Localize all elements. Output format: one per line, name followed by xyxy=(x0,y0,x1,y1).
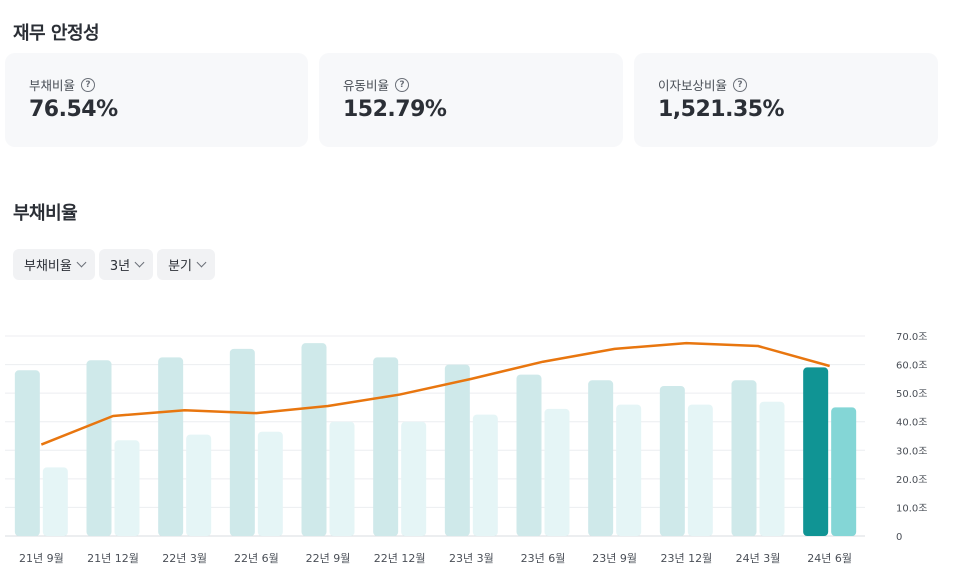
bar-series-2 xyxy=(616,404,642,536)
help-icon[interactable]: ? xyxy=(395,77,410,92)
x-tick-label: 23년 9월 xyxy=(592,552,637,565)
card-value: 152.79% xyxy=(343,97,447,122)
bar-series-1 xyxy=(301,343,327,536)
x-tick-label: 23년 12월 xyxy=(660,552,712,565)
card-value: 1,521.35% xyxy=(658,97,785,122)
help-icon[interactable]: ? xyxy=(733,77,748,92)
card-label-row: 유동비율 ? xyxy=(343,75,410,94)
bar-series-1 xyxy=(659,386,685,536)
line-series-3 xyxy=(40,341,831,446)
period-dropdown-label: 3년 xyxy=(109,259,131,274)
card-label: 유동비율 xyxy=(343,78,390,93)
bar-series-2 xyxy=(401,421,427,536)
card-label-row: 이자보상비율 ? xyxy=(658,75,748,94)
debt-ratio-chart: 0 10.0조 20.0조 30.0조 40.0조 50.0조 60.0조 70.0조 21년 … xyxy=(5,332,927,565)
period-dropdown[interactable]: 3년 xyxy=(98,249,154,280)
bar-series-2 xyxy=(42,467,68,536)
bar-series-2 xyxy=(831,407,857,536)
card-label: 이자보상비율 xyxy=(658,78,728,93)
x-tick-label: 23년 6월 xyxy=(521,552,566,565)
bar-series-1 xyxy=(86,360,112,536)
help-icon[interactable]: ? xyxy=(81,77,96,92)
x-tick-label: 24년 6월 xyxy=(807,552,852,565)
chevron-down-icon xyxy=(134,257,145,268)
y-tick-label: 0 xyxy=(896,532,902,543)
y-tick-label: 20.0조 xyxy=(896,475,927,486)
y-tick-label: 60.0조 xyxy=(896,361,927,372)
bar-series-1 xyxy=(731,380,757,536)
card-debt-ratio: 부채비율 ? 76.54% xyxy=(5,53,308,147)
x-tick-label: 22년 6월 xyxy=(234,552,279,565)
y-tick-label: 50.0조 xyxy=(896,389,927,400)
x-tick-label: 24년 3월 xyxy=(736,552,781,565)
y-tick-label: 30.0조 xyxy=(896,446,927,457)
x-tick-label: 22년 3월 xyxy=(162,552,207,565)
y-tick-label: 10.0조 xyxy=(896,503,927,514)
bar-series-2 xyxy=(544,408,570,536)
section-title-debt-ratio: 부채비율 xyxy=(13,203,78,224)
interval-dropdown-label: 분기 xyxy=(168,259,192,274)
bar-series-1 xyxy=(14,370,40,536)
card-label: 부채비율 xyxy=(29,78,76,93)
chevron-down-icon xyxy=(76,257,87,268)
x-tick-label: 22년 9월 xyxy=(306,552,351,565)
filter-bar: 부채비율 3년 분기 xyxy=(13,249,215,280)
x-tick-label: 22년 12월 xyxy=(374,552,426,565)
card-label-row: 부채비율 ? xyxy=(29,75,96,94)
interval-dropdown[interactable]: 분기 xyxy=(157,249,215,280)
bar-series-2 xyxy=(759,401,785,536)
bar-series-2 xyxy=(114,440,140,536)
x-tick-label: 21년 9월 xyxy=(19,552,64,565)
bar-series-1 xyxy=(229,348,255,536)
card-value: 76.54% xyxy=(29,97,118,122)
bar-series-1 xyxy=(516,374,542,536)
bar-series-1 xyxy=(373,357,399,536)
bar-series-1 xyxy=(158,357,184,536)
bar-series-2 xyxy=(329,421,355,536)
y-tick-label: 70.0조 xyxy=(896,332,927,343)
bar-series-2 xyxy=(687,404,713,536)
metric-dropdown-label: 부채비율 xyxy=(24,259,72,274)
bar-series-2 xyxy=(257,431,283,536)
bar-series-2 xyxy=(186,434,212,536)
metric-dropdown[interactable]: 부채비율 xyxy=(13,249,95,280)
card-interest-coverage-ratio: 이자보상비율 ? 1,521.35% xyxy=(634,53,938,147)
x-tick-label: 21년 12월 xyxy=(87,552,139,565)
bar-series-1 xyxy=(588,380,614,536)
card-current-ratio: 유동비율 ? 152.79% xyxy=(319,53,623,147)
bar-series-1 xyxy=(444,364,470,536)
x-tick-label: 23년 3월 xyxy=(449,552,494,565)
y-tick-label: 40.0조 xyxy=(896,418,927,429)
bar-series-1 xyxy=(803,367,829,536)
bar-series-2 xyxy=(472,414,498,536)
chevron-down-icon xyxy=(196,257,207,268)
section-title-financial-stability: 재무 안정성 xyxy=(13,23,100,44)
